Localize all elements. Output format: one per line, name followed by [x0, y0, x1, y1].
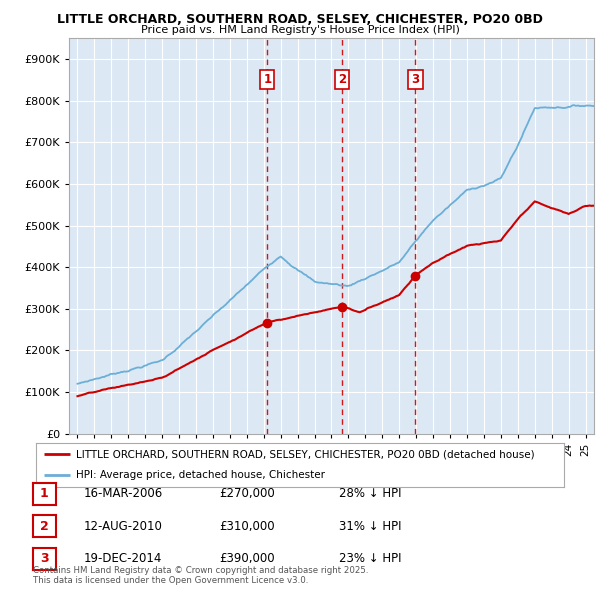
Text: 3: 3: [40, 552, 49, 565]
Text: 1: 1: [263, 73, 271, 86]
Text: HPI: Average price, detached house, Chichester: HPI: Average price, detached house, Chic…: [76, 470, 325, 480]
Text: Price paid vs. HM Land Registry's House Price Index (HPI): Price paid vs. HM Land Registry's House …: [140, 25, 460, 35]
Text: 16-MAR-2006: 16-MAR-2006: [84, 487, 163, 500]
Text: 23% ↓ HPI: 23% ↓ HPI: [339, 552, 401, 565]
Text: 1: 1: [40, 487, 49, 500]
Text: £390,000: £390,000: [219, 552, 275, 565]
Text: 3: 3: [412, 73, 419, 86]
Text: 19-DEC-2014: 19-DEC-2014: [84, 552, 163, 565]
Text: £310,000: £310,000: [219, 520, 275, 533]
Text: 31% ↓ HPI: 31% ↓ HPI: [339, 520, 401, 533]
Text: 2: 2: [40, 520, 49, 533]
Text: Contains HM Land Registry data © Crown copyright and database right 2025.
This d: Contains HM Land Registry data © Crown c…: [33, 566, 368, 585]
Text: LITTLE ORCHARD, SOUTHERN ROAD, SELSEY, CHICHESTER, PO20 0BD: LITTLE ORCHARD, SOUTHERN ROAD, SELSEY, C…: [57, 13, 543, 26]
Text: £270,000: £270,000: [219, 487, 275, 500]
Text: 2: 2: [338, 73, 346, 86]
Text: 28% ↓ HPI: 28% ↓ HPI: [339, 487, 401, 500]
Text: 12-AUG-2010: 12-AUG-2010: [84, 520, 163, 533]
Text: LITTLE ORCHARD, SOUTHERN ROAD, SELSEY, CHICHESTER, PO20 0BD (detached house): LITTLE ORCHARD, SOUTHERN ROAD, SELSEY, C…: [76, 450, 534, 460]
